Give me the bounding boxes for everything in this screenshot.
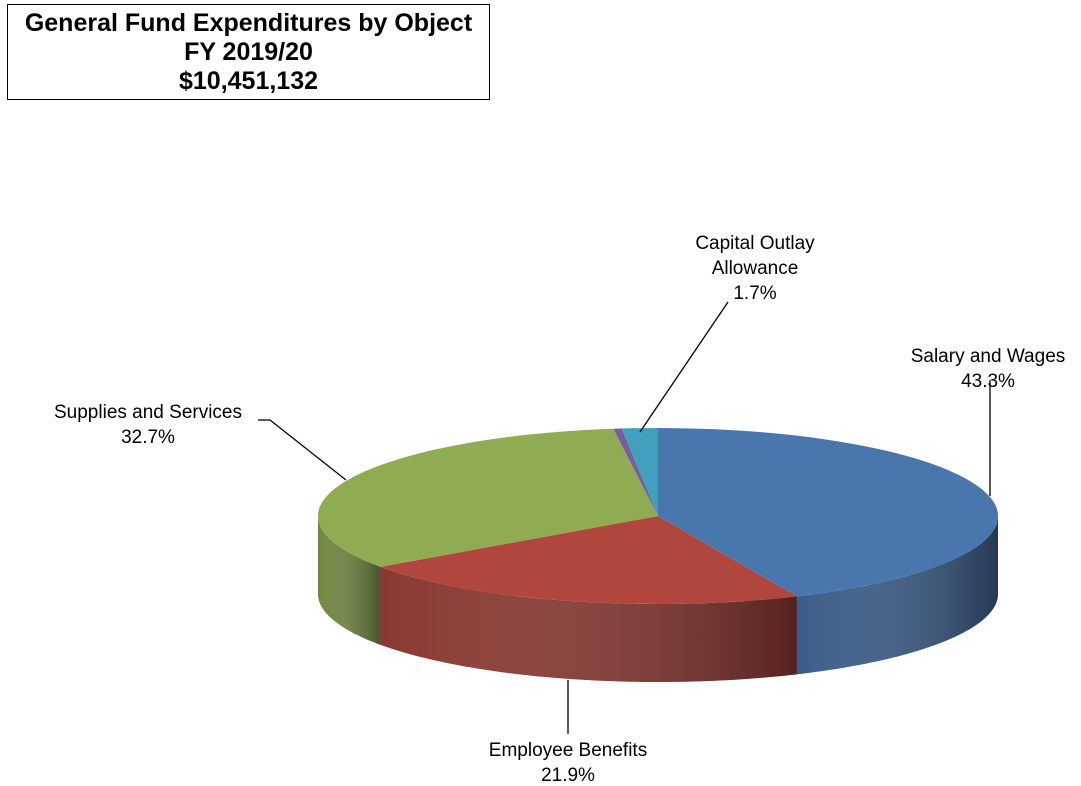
slice-percent-supplies-and-services: 32.7% (121, 427, 175, 448)
chart-title: General Fund Expenditures by Object (24, 8, 473, 37)
leader-line-supplies-and-services (258, 419, 347, 481)
pie-side-shade-salary-and-wages (796, 516, 998, 675)
slice-label-employee-benefits: Employee Benefits (489, 740, 647, 761)
pie-slice-capital-outlay-allowance (621, 428, 658, 516)
chart-total: $10,451,132 (178, 66, 319, 95)
pie-slice-employee-benefits (380, 516, 797, 605)
chart-fiscal-year: FY 2019/20 (184, 37, 313, 66)
pie-side-walls (318, 516, 998, 682)
slice-label-capital-outlay-allowance: Allowance (712, 258, 799, 279)
slice-percent-employee-benefits: 21.9% (541, 765, 595, 786)
pie-side-shade-employee-benefits (380, 566, 797, 682)
slice-percent-capital-outlay-allowance: 1.7% (733, 283, 776, 304)
pie-side-shade-supplies-and-services (318, 516, 381, 645)
slice-percent-salary-and-wages: 43.3% (961, 371, 1015, 392)
slice-label-supplies-and-services: Supplies and Services (54, 402, 242, 423)
slice-label-capital-outlay-allowance: Capital Outlay (695, 233, 815, 254)
pie-slice-unlabeled-3 (613, 428, 658, 516)
pie-slice-salary-and-wages (658, 428, 999, 597)
leader-lines (258, 301, 991, 734)
slice-label-salary-and-wages: Salary and Wages (911, 346, 1066, 367)
slice-labels: Salary and Wages 43.3% Employee Benefits 21… (54, 233, 1065, 786)
pie-top-faces (317, 428, 999, 605)
leader-line-capital-outlay-allowance (639, 301, 729, 433)
pie-slice-supplies-and-services (317, 428, 658, 567)
chart-title-box: General Fund Expenditures by Object FY 2… (7, 4, 490, 100)
